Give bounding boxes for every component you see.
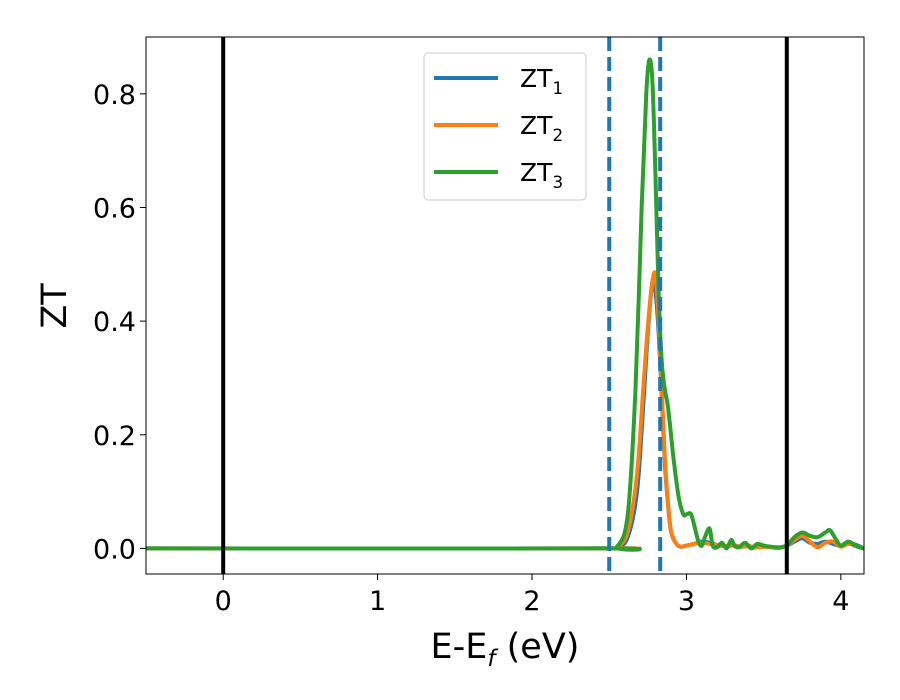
x-tick-label: 1 <box>369 586 386 617</box>
legend-box <box>423 52 587 201</box>
series-line-zt1 <box>146 277 864 551</box>
x-tick-label: 2 <box>523 586 540 617</box>
axes: 0 1 2 3 4 0.0 0.2 0.4 0.6 0.8 <box>93 36 865 617</box>
y-tick-label: 0.0 <box>93 534 136 565</box>
y-tick-label: 0.4 <box>93 307 136 338</box>
plot-frame <box>145 36 865 575</box>
y-tick-label: 0.2 <box>93 421 136 452</box>
y-tick-label: 0.8 <box>93 80 136 111</box>
legend: ZT1 ZT2 ZT3 <box>423 52 587 201</box>
x-tick-label: 4 <box>832 586 849 617</box>
plot-area <box>146 37 864 574</box>
series-line-zt2 <box>146 270 864 551</box>
x-tick-label: 3 <box>678 586 695 617</box>
y-axis-label: ZT <box>35 283 75 329</box>
legend-label-zt3: ZT3 <box>520 158 563 193</box>
series-line-zt3 <box>146 57 864 552</box>
y-tick-label: 0.6 <box>93 193 136 224</box>
legend-label-zt1: ZT1 <box>520 64 563 99</box>
x-axis-label: E-Ef (eV) <box>431 627 580 672</box>
x-tick-label: 0 <box>215 586 232 617</box>
legend-label-zt2: ZT2 <box>520 111 563 146</box>
